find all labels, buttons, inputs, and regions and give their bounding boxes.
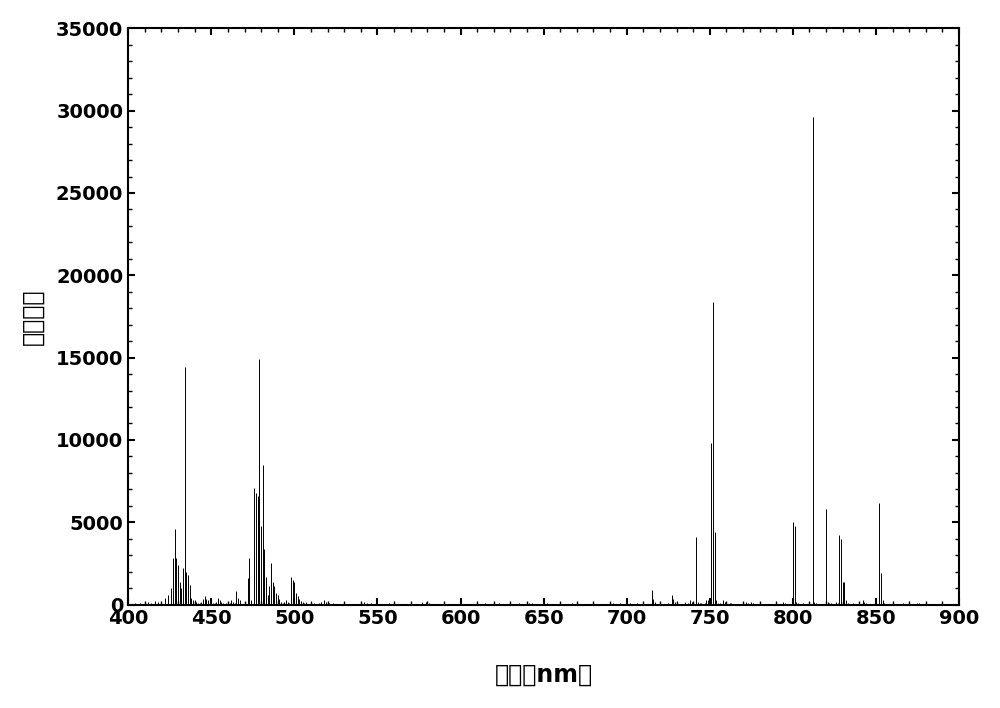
Y-axis label: 相对强度: 相对强度 bbox=[21, 288, 45, 345]
X-axis label: 波长（nm）: 波长（nm） bbox=[495, 663, 593, 687]
